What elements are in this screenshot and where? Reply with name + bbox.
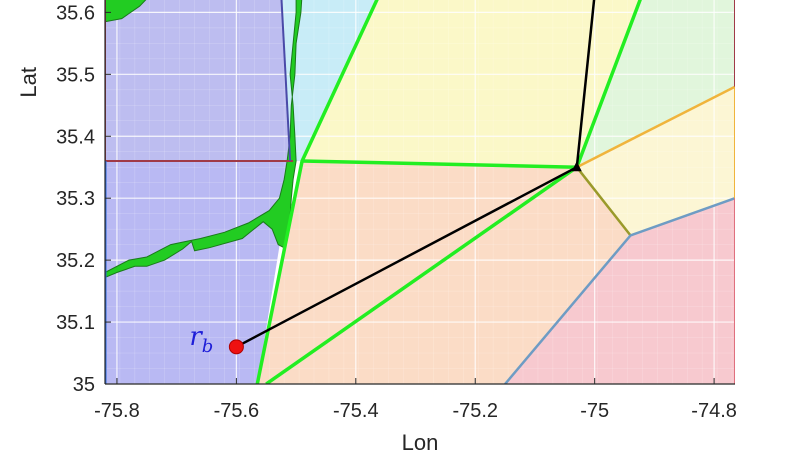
voronoi-regions	[105, 0, 735, 384]
edge-olive-edge	[575, 166, 632, 237]
axes	[104, 0, 735, 385]
y-tick-label: 35.6	[56, 2, 95, 24]
x-tick-label: -75.6	[214, 400, 260, 422]
x-tick-label: -75.8	[94, 400, 140, 422]
y-tick-label: 35.1	[56, 312, 95, 334]
vertex-marker	[571, 161, 582, 172]
x-tick-label: -75.4	[333, 400, 379, 422]
x-axis-label: Lon	[402, 430, 439, 455]
region-light-green	[576, 0, 735, 168]
edge-orange-edge	[576, 85, 735, 169]
y-tick-label: 35.5	[56, 64, 95, 86]
x-tick-label: -75	[580, 400, 609, 422]
label-subscript: b	[202, 336, 214, 357]
y-tick-label: 35	[73, 374, 95, 396]
edge-purple-edge	[280, 0, 292, 162]
region-blue-lower	[105, 161, 294, 384]
grid-lines	[105, 0, 735, 384]
region-yellow	[302, 0, 641, 168]
label-base: r	[189, 322, 203, 352]
y-axis-label: Lat	[16, 67, 41, 98]
start-point-marker	[228, 339, 244, 355]
x-tick-label: -75.2	[452, 400, 498, 422]
y-tick-label: 35.3	[56, 188, 95, 210]
region-pink	[505, 198, 735, 384]
y-tick-labels: 35 35.1 35.2 35.3 35.4 35.5 35.6	[56, 2, 95, 396]
start-point-label: rb	[189, 322, 213, 357]
region-cyan	[281, 0, 377, 161]
x-tick-labels: -75.8 -75.6 -75.4 -75.2 -75 -74.8	[94, 400, 737, 422]
edge-green-lower	[265, 165, 578, 384]
markers	[228, 161, 582, 355]
y-tick-label: 35.4	[56, 126, 95, 148]
region-blue-upper	[105, 0, 291, 161]
y-tick-label: 35.2	[56, 250, 95, 272]
region-peach	[257, 161, 631, 384]
x-tick-label: -74.8	[691, 400, 737, 422]
edge-steel-edge	[504, 197, 735, 384]
region-edges	[105, 0, 735, 384]
land-island-top	[105, 0, 147, 23]
